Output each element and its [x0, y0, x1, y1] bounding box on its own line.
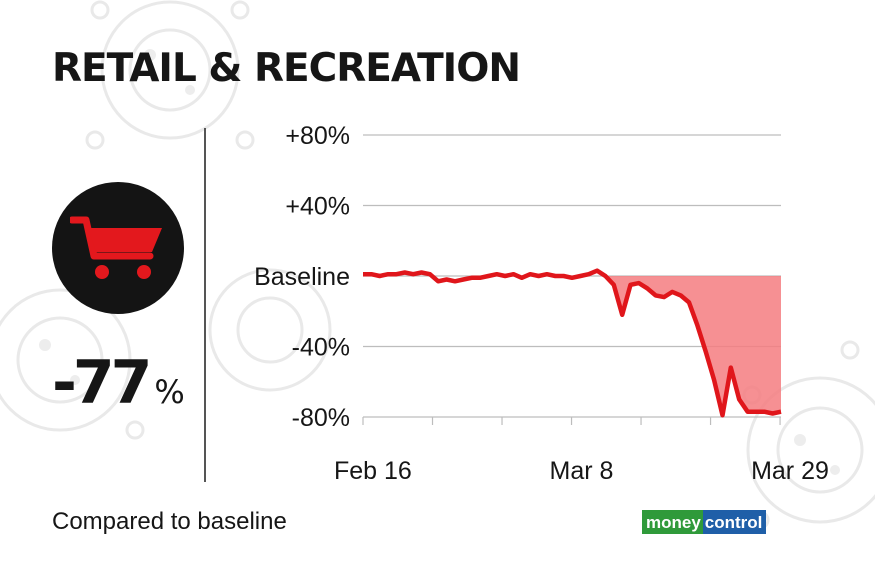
- below-baseline-area: [605, 276, 781, 416]
- change-value: -77: [52, 348, 152, 418]
- change-summary: -77%: [52, 348, 185, 418]
- y-tick-label: -80%: [292, 404, 350, 432]
- x-tick-label: Mar 8: [550, 457, 614, 485]
- y-tick-label: Baseline: [254, 263, 350, 291]
- y-tick-labels: +80% +40% Baseline -40% -80%: [254, 122, 350, 432]
- x-tick-label: Mar 29: [751, 457, 829, 485]
- y-tick-label: +80%: [285, 122, 350, 150]
- change-unit: %: [154, 373, 185, 411]
- baseline-caption: Compared to baseline: [52, 508, 287, 535]
- y-tick-label: -40%: [292, 334, 350, 362]
- category-badge: [52, 182, 184, 314]
- moneycontrol-logo: money control: [642, 510, 767, 534]
- shopping-cart-icon: [70, 216, 162, 279]
- logo-part-money: money: [642, 510, 703, 534]
- x-tick-label: Feb 16: [334, 457, 412, 485]
- series-line: [363, 268, 782, 418]
- chart-title: RETAIL & RECREATION: [52, 46, 521, 91]
- x-tick-labels: Feb 16 Mar 8 Mar 29: [334, 457, 829, 485]
- logo-part-control: control: [702, 510, 767, 534]
- y-tick-label: +40%: [285, 193, 350, 221]
- divider-line: [204, 128, 206, 482]
